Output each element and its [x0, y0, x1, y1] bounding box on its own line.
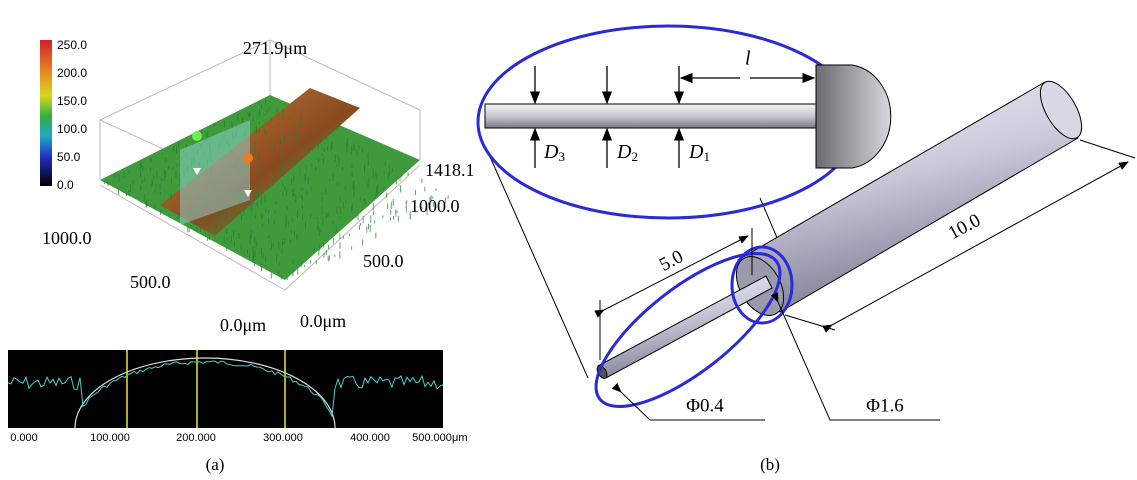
- right-axis-label: 1418.1: [425, 160, 475, 180]
- profile-unit: μm: [452, 432, 468, 444]
- diameter-label: D1: [688, 141, 710, 164]
- body-length-label: 10.0: [945, 210, 984, 244]
- left-axis-label: 1000.0: [42, 228, 92, 248]
- z-max-label: 271.9μm: [243, 38, 307, 58]
- diameter-label: D2: [616, 141, 638, 164]
- marker: [192, 131, 202, 141]
- colorbar-label: 50.0: [57, 150, 81, 164]
- figure: 250.0 200.0 150.0 100.0 50.0 0.0 271.9μm 1418…: [0, 0, 1137, 480]
- profile-x-label: 0.000: [10, 432, 38, 444]
- step-length-label: 5.0: [656, 246, 687, 276]
- colorbar-label: 150.0: [57, 94, 87, 108]
- tip-diameter-label: Φ0.4: [686, 395, 724, 416]
- diameter-label: D3: [543, 141, 565, 164]
- profile-x-label: 500.000: [412, 432, 452, 444]
- colorbar-label: 250.0: [57, 38, 87, 52]
- inset-head: [816, 65, 891, 168]
- profile-panel: [8, 350, 443, 428]
- length-label: l: [745, 48, 751, 70]
- left-axis-label: 0.0μm: [220, 315, 266, 335]
- marker: [243, 153, 253, 163]
- dimension-lines: [600, 140, 1135, 420]
- profile-x-label: 200.000: [176, 432, 216, 444]
- body-diameter-label: Φ1.6: [866, 395, 904, 416]
- profile-x-label: 300.000: [263, 432, 303, 444]
- left-axis-label: 500.0: [130, 272, 171, 292]
- colorbar-label: 0.0: [57, 178, 74, 192]
- tip-pin: [598, 276, 772, 378]
- colorbar-label: 100.0: [57, 122, 87, 136]
- right-axis-label: 1000.0: [410, 196, 460, 216]
- right-axis-label: 500.0: [363, 251, 404, 271]
- inset-shaft: [485, 104, 816, 128]
- profile-x-label: 400.000: [350, 432, 390, 444]
- colorbar: [40, 40, 52, 186]
- profile-x-label: 100.000: [90, 432, 130, 444]
- caption: (a): [206, 455, 225, 474]
- caption: (b): [760, 455, 780, 474]
- right-axis-label: 0.0μm: [300, 311, 346, 331]
- colorbar-label: 200.0: [57, 66, 87, 80]
